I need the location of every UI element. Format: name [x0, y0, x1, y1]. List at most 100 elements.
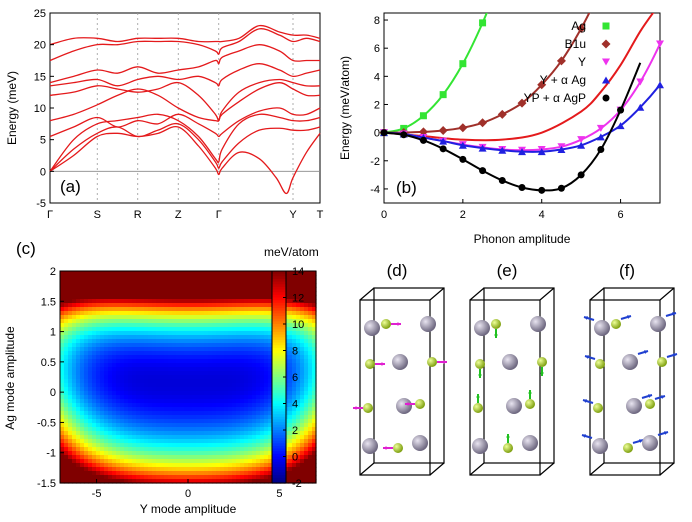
heatmap-cell	[140, 451, 145, 456]
heatmap-cell	[208, 403, 213, 408]
heatmap-cell	[156, 395, 161, 400]
heatmap-cell	[216, 339, 221, 344]
heatmap-cell	[140, 307, 145, 312]
heatmap-cell	[80, 479, 85, 484]
heatmap-cell	[88, 383, 93, 388]
heatmap-cell	[196, 435, 201, 440]
heatmap-cell	[264, 403, 269, 408]
heatmap-cell	[68, 359, 73, 364]
heatmap-cell	[256, 399, 261, 404]
heatmap-cell	[248, 295, 253, 300]
colorbar-segment	[272, 472, 286, 476]
heatmap-cell	[244, 371, 249, 376]
heatmap-cell	[176, 407, 181, 412]
heatmap-cell	[96, 395, 101, 400]
heatmap-cell	[72, 471, 77, 476]
heatmap-cell	[192, 287, 197, 292]
heatmap-cell	[144, 375, 149, 380]
heatmap-cell	[144, 439, 149, 444]
heatmap-cell	[172, 343, 177, 348]
heatmap-cell	[208, 383, 213, 388]
heatmap-cell	[140, 363, 145, 368]
heatmap-cell	[136, 363, 141, 368]
heatmap-cell	[76, 447, 81, 452]
heatmap-cell	[128, 343, 133, 348]
heatmap-cell	[144, 359, 149, 364]
heatmap-cell	[92, 439, 97, 444]
displacement-arrowhead	[506, 434, 510, 438]
heatmap-cell	[180, 275, 185, 280]
colorbar-segment	[272, 475, 286, 479]
heatmap-cell	[148, 299, 153, 304]
heatmap-cell	[260, 447, 265, 452]
heatmap-cell	[216, 475, 221, 480]
heatmap-cell	[88, 335, 93, 340]
heatmap-cell	[192, 423, 197, 428]
heatmap-cell	[132, 439, 137, 444]
heatmap-cell	[188, 359, 193, 364]
heatmap-cell	[68, 287, 73, 292]
heatmap-cell	[72, 283, 77, 288]
heatmap-cell	[132, 447, 137, 452]
heatmap-cell	[64, 363, 69, 368]
heatmap-cell	[224, 415, 229, 420]
heatmap-cell	[76, 479, 81, 484]
heatmap-cell	[132, 319, 137, 324]
heatmap-cell	[156, 315, 161, 320]
heatmap-cell	[124, 291, 129, 296]
heatmap-cell	[292, 307, 297, 312]
heatmap-cell	[64, 299, 69, 304]
heatmap-cell	[128, 327, 133, 332]
heatmap-cell	[72, 347, 77, 352]
heatmap-cell	[108, 431, 113, 436]
heatmap-cell	[216, 279, 221, 284]
heatmap-cell	[240, 399, 245, 404]
heatmap-cell	[84, 323, 89, 328]
heatmap-cell	[148, 479, 153, 484]
heatmap-cell	[100, 311, 105, 316]
heatmap-cell	[64, 451, 69, 456]
heatmap-cell	[76, 459, 81, 464]
unit-cell-edge	[589, 462, 605, 476]
heatmap-cell	[124, 399, 129, 404]
unit-cell-back	[373, 287, 445, 464]
heatmap-cell	[180, 355, 185, 360]
heatmap-cell	[160, 339, 165, 344]
colorbar-segment	[272, 430, 286, 434]
heatmap-cell	[204, 335, 209, 340]
heatmap-cell	[188, 431, 193, 436]
heatmap-cell	[128, 399, 133, 404]
heatmap-cell	[164, 399, 169, 404]
heatmap-cell	[204, 447, 209, 452]
displacement-arrowhead	[583, 399, 587, 403]
heatmap-cell	[264, 275, 269, 280]
heatmap-cell	[76, 303, 81, 308]
heatmap-cell	[76, 371, 81, 376]
displacement-arrowhead	[397, 322, 401, 326]
heatmap-cell	[112, 399, 117, 404]
heatmap-cell	[292, 379, 297, 384]
heatmap-cell	[292, 435, 297, 440]
heatmap-cell	[224, 347, 229, 352]
heatmap-cell	[232, 295, 237, 300]
heatmap-cell	[192, 387, 197, 392]
heatmap-cell	[112, 279, 117, 284]
heatmap-cell	[176, 295, 181, 300]
heatmap-cell	[296, 359, 301, 364]
heatmap-cell	[240, 339, 245, 344]
heatmap-cell	[156, 271, 161, 276]
heatmap-cell	[148, 327, 153, 332]
heatmap-cell	[292, 275, 297, 280]
heatmap-cell	[76, 323, 81, 328]
heatmap-cell	[292, 427, 297, 432]
heatmap-cell	[264, 387, 269, 392]
heatmap-cell	[312, 403, 317, 408]
heatmap-cell	[260, 379, 265, 384]
heatmap-cell	[100, 291, 105, 296]
heatmap-cell	[296, 455, 301, 460]
heatmap-cell	[68, 323, 73, 328]
heatmap-cell	[84, 403, 89, 408]
heatmap-cell	[84, 351, 89, 356]
heatmap-cell	[176, 283, 181, 288]
heatmap-cell	[252, 439, 257, 444]
